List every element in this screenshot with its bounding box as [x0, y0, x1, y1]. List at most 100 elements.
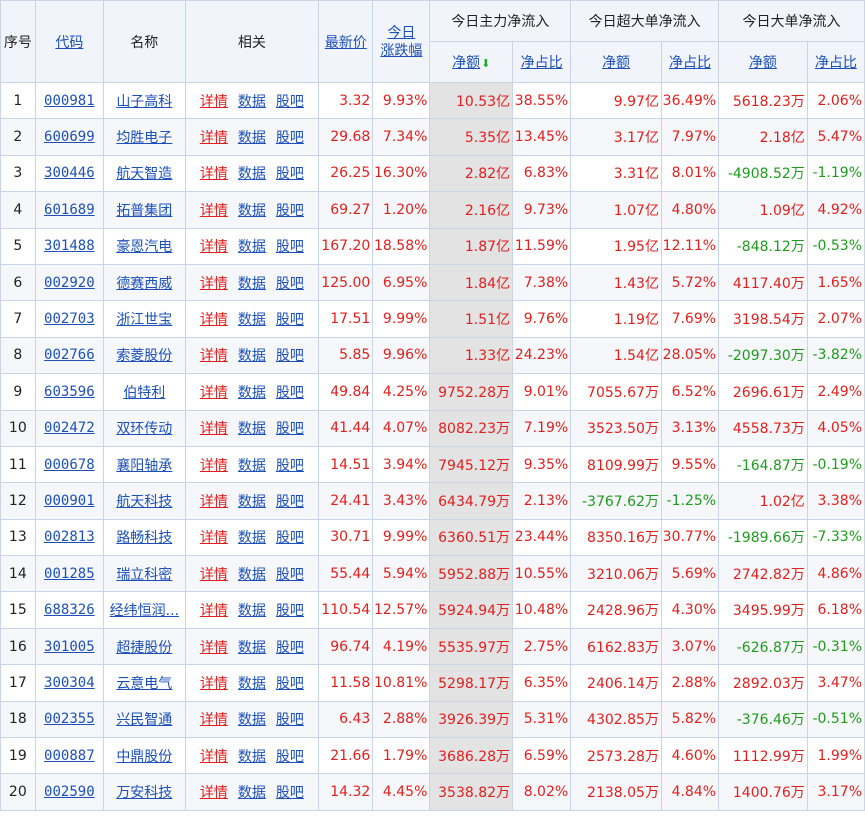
sort-big-ratio-link[interactable]: 净占比 [814, 55, 857, 71]
stock-name-link[interactable]: 豪恩汽电 [116, 239, 173, 256]
data-link[interactable]: 数据 [237, 239, 266, 256]
forum-link[interactable]: 股吧 [275, 130, 304, 147]
detail-link[interactable]: 详情 [199, 712, 228, 729]
detail-link[interactable]: 详情 [199, 785, 228, 802]
forum-link[interactable]: 股吧 [275, 785, 304, 802]
forum-link[interactable]: 股吧 [275, 530, 304, 547]
detail-link[interactable]: 详情 [199, 530, 228, 547]
stock-code-link[interactable]: 002766 [44, 347, 95, 364]
stock-code-link[interactable]: 000981 [44, 92, 95, 109]
detail-link[interactable]: 详情 [199, 675, 228, 692]
stock-code-link[interactable]: 688326 [44, 602, 95, 619]
forum-link[interactable]: 股吧 [275, 384, 304, 401]
stock-code-link[interactable]: 000887 [44, 747, 95, 764]
stock-name-link[interactable]: 均胜电子 [116, 130, 173, 147]
data-link[interactable]: 数据 [237, 312, 266, 329]
data-link[interactable]: 数据 [237, 639, 266, 656]
forum-link[interactable]: 股吧 [275, 348, 304, 365]
big-net-ratio-header[interactable]: 净占比 [806, 41, 865, 83]
big-net-amount-header[interactable]: 净额 [718, 41, 808, 83]
super-net-ratio-header[interactable]: 净占比 [660, 41, 720, 83]
data-link[interactable]: 数据 [237, 493, 266, 510]
data-link[interactable]: 数据 [237, 675, 266, 692]
stock-name-link[interactable]: 超捷股份 [116, 639, 173, 656]
data-link[interactable]: 数据 [237, 603, 266, 620]
sort-super-amount-link[interactable]: 净额 [602, 55, 631, 71]
detail-link[interactable]: 详情 [199, 457, 228, 474]
stock-code-link[interactable]: 300446 [44, 165, 95, 182]
detail-link[interactable]: 详情 [199, 130, 228, 147]
stock-code-link[interactable]: 600699 [44, 129, 95, 146]
forum-link[interactable]: 股吧 [275, 239, 304, 256]
stock-name-link[interactable]: 拓普集团 [116, 202, 173, 219]
data-link[interactable]: 数据 [237, 748, 266, 765]
forum-link[interactable]: 股吧 [275, 712, 304, 729]
stock-code-link[interactable]: 603596 [44, 383, 95, 400]
forum-link[interactable]: 股吧 [275, 675, 304, 692]
stock-code-link[interactable]: 000678 [44, 456, 95, 473]
sort-price-link[interactable]: 最新价 [324, 34, 367, 51]
sort-big-amount-link[interactable]: 净额 [748, 55, 777, 71]
data-link[interactable]: 数据 [237, 785, 266, 802]
stock-code-link[interactable]: 301488 [44, 238, 95, 255]
stock-name-link[interactable]: 经纬恒润... [109, 603, 179, 620]
data-link[interactable]: 数据 [237, 202, 266, 219]
stock-name-link[interactable]: 兴民智通 [116, 712, 173, 729]
detail-link[interactable]: 详情 [199, 384, 228, 401]
stock-code-link[interactable]: 002355 [44, 711, 95, 728]
stock-name-link[interactable]: 襄阳轴承 [116, 457, 173, 474]
stock-code-link[interactable]: 002590 [44, 784, 95, 801]
detail-link[interactable]: 详情 [199, 93, 228, 110]
data-link[interactable]: 数据 [237, 384, 266, 401]
stock-code-link[interactable]: 000901 [44, 492, 95, 509]
col-price-header[interactable]: 最新价 [318, 0, 374, 83]
forum-link[interactable]: 股吧 [275, 166, 304, 183]
data-link[interactable]: 数据 [237, 566, 266, 583]
stock-name-link[interactable]: 路畅科技 [116, 530, 173, 547]
data-link[interactable]: 数据 [237, 712, 266, 729]
stock-code-link[interactable]: 001285 [44, 565, 95, 582]
stock-name-link[interactable]: 浙江世宝 [116, 312, 173, 329]
data-link[interactable]: 数据 [237, 93, 266, 110]
detail-link[interactable]: 详情 [199, 493, 228, 510]
forum-link[interactable]: 股吧 [275, 275, 304, 292]
stock-name-link[interactable]: 德赛西威 [116, 275, 173, 292]
detail-link[interactable]: 详情 [199, 275, 228, 292]
detail-link[interactable]: 详情 [199, 166, 228, 183]
sort-code-link[interactable]: 代码 [55, 34, 84, 51]
sort-main-amount-link[interactable]: 净额 [452, 55, 481, 71]
stock-code-link[interactable]: 002472 [44, 420, 95, 437]
forum-link[interactable]: 股吧 [275, 493, 304, 510]
detail-link[interactable]: 详情 [199, 239, 228, 256]
stock-name-link[interactable]: 云意电气 [116, 675, 173, 692]
stock-name-link[interactable]: 万安科技 [116, 785, 173, 802]
forum-link[interactable]: 股吧 [275, 312, 304, 329]
stock-code-link[interactable]: 601689 [44, 201, 95, 218]
forum-link[interactable]: 股吧 [275, 421, 304, 438]
detail-link[interactable]: 详情 [199, 202, 228, 219]
detail-link[interactable]: 详情 [199, 748, 228, 765]
main-net-amount-header[interactable]: 净额⬇ [429, 41, 514, 83]
detail-link[interactable]: 详情 [199, 421, 228, 438]
forum-link[interactable]: 股吧 [275, 93, 304, 110]
detail-link[interactable]: 详情 [199, 566, 228, 583]
stock-name-link[interactable]: 瑞立科密 [116, 566, 173, 583]
stock-name-link[interactable]: 中鼎股份 [116, 748, 173, 765]
sort-super-ratio-link[interactable]: 净占比 [669, 55, 711, 71]
data-link[interactable]: 数据 [237, 130, 266, 147]
data-link[interactable]: 数据 [237, 530, 266, 547]
forum-link[interactable]: 股吧 [275, 566, 304, 583]
forum-link[interactable]: 股吧 [275, 748, 304, 765]
forum-link[interactable]: 股吧 [275, 603, 304, 620]
sort-change-link[interactable]: 今日 涨跌幅 [380, 25, 422, 59]
stock-code-link[interactable]: 301005 [44, 638, 95, 655]
detail-link[interactable]: 详情 [199, 639, 228, 656]
forum-link[interactable]: 股吧 [275, 202, 304, 219]
stock-code-link[interactable]: 002703 [44, 311, 95, 328]
main-net-ratio-header[interactable]: 净占比 [512, 41, 572, 83]
stock-code-link[interactable]: 002813 [44, 529, 95, 546]
col-change-header[interactable]: 今日 涨跌幅 [372, 0, 431, 83]
stock-name-link[interactable]: 航天智造 [116, 166, 173, 183]
data-link[interactable]: 数据 [237, 348, 266, 365]
detail-link[interactable]: 详情 [199, 603, 228, 620]
